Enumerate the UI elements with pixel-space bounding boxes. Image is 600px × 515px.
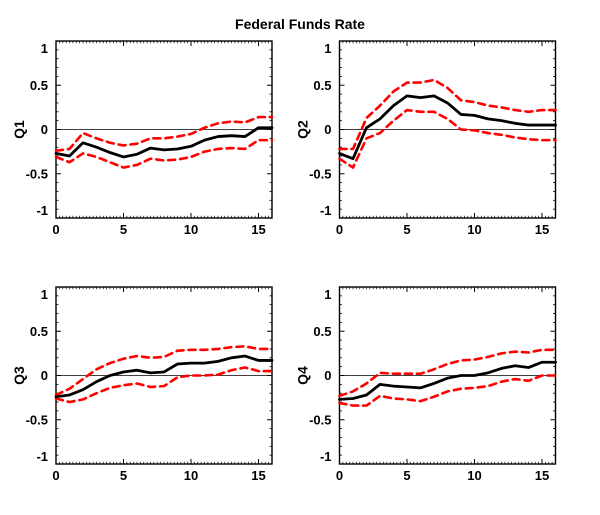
svg-text:-1: -1 xyxy=(36,203,48,218)
svg-text:-1: -1 xyxy=(320,203,332,218)
svg-text:10: 10 xyxy=(467,222,481,237)
svg-text:0: 0 xyxy=(324,122,331,137)
svg-text:0: 0 xyxy=(336,468,343,483)
svg-text:10: 10 xyxy=(467,468,481,483)
svg-text:-0.5: -0.5 xyxy=(26,412,48,427)
svg-text:Q1: Q1 xyxy=(11,120,27,139)
svg-text:-1: -1 xyxy=(36,449,48,464)
svg-text:0: 0 xyxy=(324,368,331,383)
svg-text:5: 5 xyxy=(403,468,410,483)
svg-text:0.5: 0.5 xyxy=(30,324,48,339)
svg-text:1: 1 xyxy=(324,287,331,302)
svg-text:-0.5: -0.5 xyxy=(26,166,48,181)
svg-text:1: 1 xyxy=(41,41,48,56)
svg-text:15: 15 xyxy=(535,468,549,483)
svg-text:0: 0 xyxy=(41,368,48,383)
svg-text:0: 0 xyxy=(41,122,48,137)
svg-text:0: 0 xyxy=(52,222,59,237)
svg-text:Q4: Q4 xyxy=(295,366,311,385)
svg-text:Q2: Q2 xyxy=(295,120,311,139)
svg-text:0: 0 xyxy=(336,222,343,237)
svg-text:5: 5 xyxy=(120,468,127,483)
svg-text:0.5: 0.5 xyxy=(313,78,331,93)
svg-text:10: 10 xyxy=(184,468,198,483)
svg-text:Q3: Q3 xyxy=(11,366,27,385)
svg-text:1: 1 xyxy=(324,41,331,56)
svg-text:1: 1 xyxy=(41,287,48,302)
svg-text:15: 15 xyxy=(251,222,265,237)
svg-text:15: 15 xyxy=(535,222,549,237)
svg-text:15: 15 xyxy=(251,468,265,483)
svg-text:-1: -1 xyxy=(320,449,332,464)
svg-text:0: 0 xyxy=(52,468,59,483)
svg-text:5: 5 xyxy=(403,222,410,237)
svg-text:-0.5: -0.5 xyxy=(309,166,331,181)
svg-text:10: 10 xyxy=(184,222,198,237)
svg-text:0.5: 0.5 xyxy=(30,78,48,93)
svg-text:0.5: 0.5 xyxy=(313,324,331,339)
svg-text:5: 5 xyxy=(120,222,127,237)
svg-text:-0.5: -0.5 xyxy=(309,412,331,427)
